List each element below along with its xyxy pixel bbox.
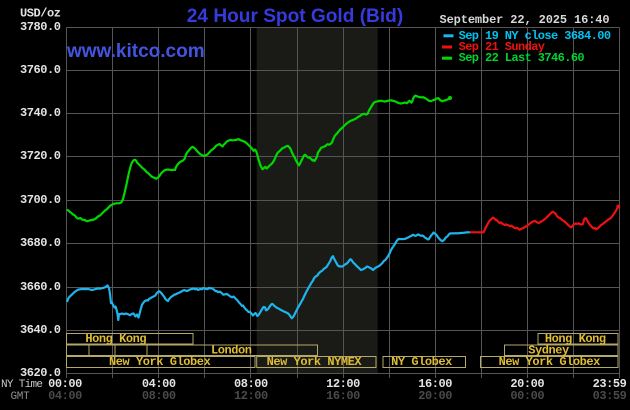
svg-text:3720.0: 3720.0: [20, 149, 61, 163]
svg-text:Hong Kong: Hong Kong: [545, 332, 606, 346]
svg-text:Hong Kong: Hong Kong: [85, 332, 146, 346]
svg-text:Sep 22 Last 3746.60: Sep 22 Last 3746.60: [459, 51, 585, 65]
svg-text:3700.0: 3700.0: [20, 193, 61, 207]
svg-text:00:00: 00:00: [48, 377, 82, 391]
svg-text:September 22, 2025 16:40: September 22, 2025 16:40: [440, 13, 610, 27]
svg-text:03:59: 03:59: [593, 389, 627, 403]
svg-text:20:00: 20:00: [510, 377, 544, 391]
svg-text:08:00: 08:00: [234, 377, 268, 391]
svg-text:NY Time: NY Time: [1, 379, 42, 391]
svg-text:GMT: GMT: [11, 391, 31, 403]
svg-text:USD/oz: USD/oz: [20, 7, 61, 21]
svg-text:00:00: 00:00: [510, 389, 544, 403]
svg-text:3760.0: 3760.0: [20, 63, 61, 77]
svg-text:Sep 21 Sunday: Sep 21 Sunday: [459, 40, 545, 54]
svg-text:www.kitco.com: www.kitco.com: [66, 41, 205, 62]
svg-text:16:00: 16:00: [326, 389, 360, 403]
svg-text:New York Globex: New York Globex: [499, 355, 601, 369]
svg-text:23:59: 23:59: [593, 377, 627, 391]
svg-text:New York Globex: New York Globex: [109, 355, 211, 369]
svg-text:3740.0: 3740.0: [20, 106, 61, 120]
svg-text:24 Hour Spot Gold (Bid): 24 Hour Spot Gold (Bid): [187, 6, 403, 27]
svg-text:3680.0: 3680.0: [20, 236, 61, 250]
svg-text:Sydney: Sydney: [528, 344, 569, 358]
svg-text:New York NYMEX: New York NYMEX: [267, 355, 363, 369]
svg-text:16:00: 16:00: [418, 377, 452, 391]
svg-text:08:00: 08:00: [142, 389, 176, 403]
svg-text:3640.0: 3640.0: [20, 323, 61, 337]
svg-text:Sep 19 NY close 3684.00: Sep 19 NY close 3684.00: [459, 29, 611, 43]
svg-text:12:00: 12:00: [326, 377, 360, 391]
svg-text:04:00: 04:00: [142, 377, 176, 391]
svg-text:20:00: 20:00: [418, 389, 452, 403]
svg-text:NY Globex: NY Globex: [391, 355, 452, 369]
svg-text:London: London: [211, 344, 252, 358]
svg-text:3780.0: 3780.0: [20, 20, 61, 34]
svg-text:3660.0: 3660.0: [20, 280, 61, 294]
svg-text:12:00: 12:00: [234, 389, 268, 403]
svg-text:3620.0: 3620.0: [20, 366, 61, 380]
svg-text:04:00: 04:00: [48, 389, 82, 403]
